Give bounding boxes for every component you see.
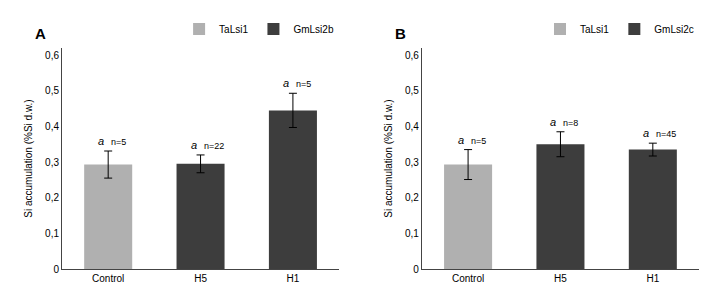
- svg-text:H1: H1: [287, 273, 300, 284]
- svg-text:TaLsi1: TaLsi1: [219, 24, 248, 35]
- svg-text:a: a: [98, 135, 104, 147]
- svg-text:0,1: 0,1: [405, 228, 419, 239]
- svg-text:0,5: 0,5: [45, 85, 59, 96]
- svg-text:TaLsi1: TaLsi1: [580, 24, 609, 35]
- svg-text:0,5: 0,5: [405, 85, 419, 96]
- svg-text:n=5: n=5: [111, 137, 126, 147]
- svg-text:0: 0: [53, 264, 59, 275]
- svg-text:0,6: 0,6: [405, 50, 419, 61]
- svg-text:0,4: 0,4: [45, 121, 59, 132]
- svg-text:0,3: 0,3: [45, 157, 59, 168]
- svg-text:B: B: [395, 25, 406, 42]
- svg-text:Control: Control: [92, 273, 124, 284]
- svg-text:0,1: 0,1: [45, 228, 59, 239]
- svg-text:0,4: 0,4: [405, 121, 419, 132]
- svg-text:a: a: [550, 116, 556, 128]
- svg-text:a: a: [643, 127, 649, 139]
- svg-text:Control: Control: [452, 273, 484, 284]
- svg-text:0,2: 0,2: [405, 192, 419, 203]
- svg-text:n=8: n=8: [563, 118, 578, 128]
- svg-text:Si accumulation (%Si d.w.): Si accumulation (%Si d.w.): [383, 99, 394, 217]
- svg-text:a: a: [191, 139, 197, 151]
- svg-text:H5: H5: [554, 273, 567, 284]
- svg-text:n=45: n=45: [656, 129, 676, 139]
- svg-text:GmLsi2b: GmLsi2b: [293, 24, 333, 35]
- svg-text:n=5: n=5: [296, 79, 311, 89]
- svg-text:0,3: 0,3: [405, 157, 419, 168]
- svg-text:Si accumulation (%Si d.w.): Si accumulation (%Si d.w.): [23, 99, 34, 217]
- svg-text:a: a: [458, 134, 464, 146]
- svg-text:0: 0: [413, 264, 419, 275]
- svg-text:0,6: 0,6: [45, 50, 59, 61]
- svg-text:H5: H5: [194, 273, 207, 284]
- svg-text:n=22: n=22: [204, 141, 224, 151]
- svg-text:A: A: [35, 25, 46, 42]
- svg-text:H1: H1: [646, 273, 659, 284]
- svg-text:0,2: 0,2: [45, 192, 59, 203]
- svg-text:n=5: n=5: [471, 136, 486, 146]
- svg-text:GmLsi2c: GmLsi2c: [654, 24, 693, 35]
- svg-text:a: a: [283, 77, 289, 89]
